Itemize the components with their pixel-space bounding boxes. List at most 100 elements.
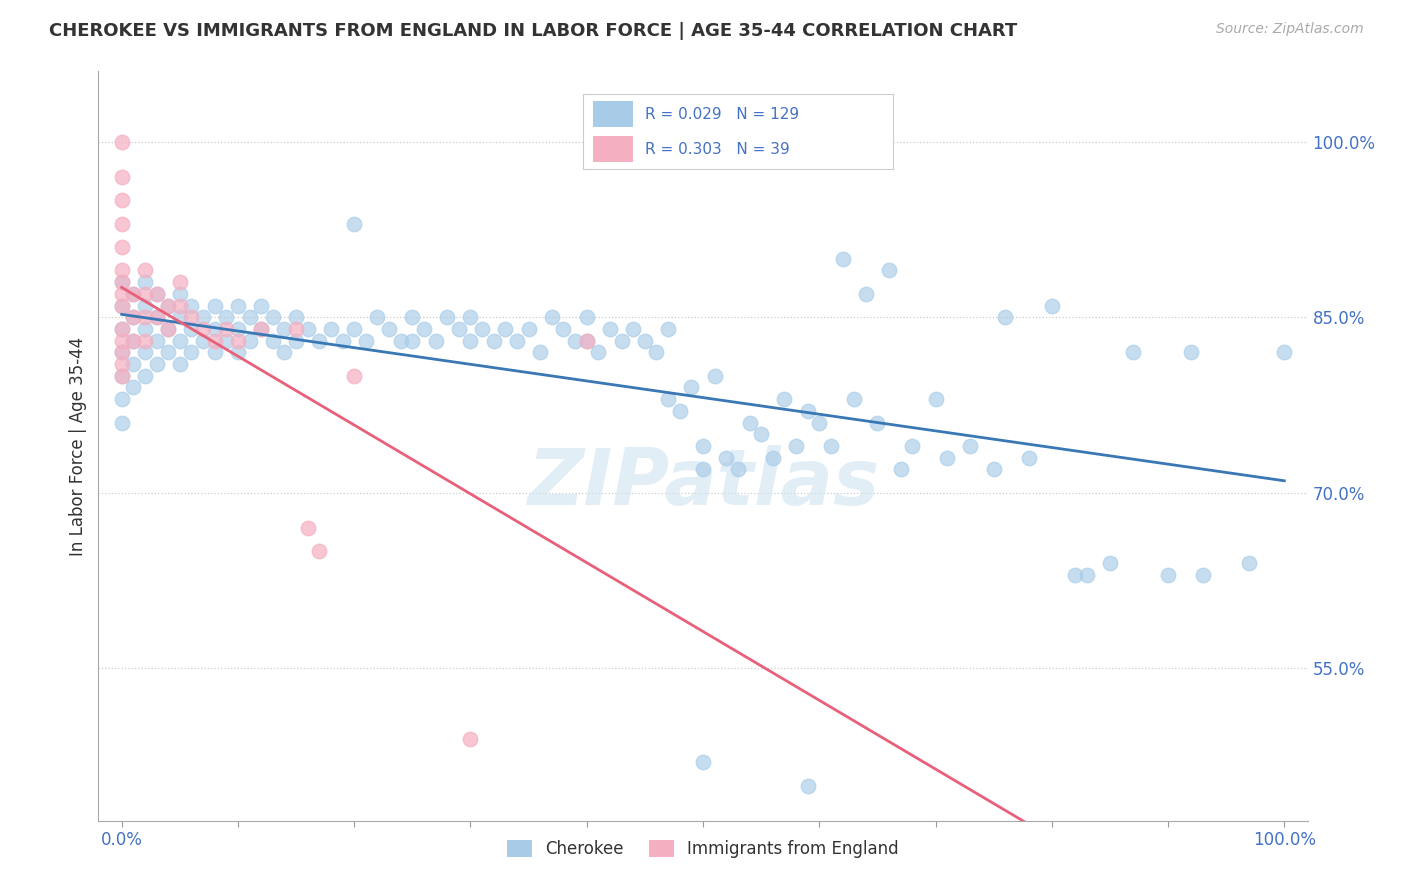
Point (215, 334, 238, 348)
Point (134, 334, 156, 348)
Point (145, 310, 167, 325)
Point (145, 286, 167, 301)
Point (1272, 345, 1295, 359)
Text: Source: ZipAtlas.com: Source: ZipAtlas.com (1216, 22, 1364, 37)
Point (820, 439, 842, 453)
Point (692, 755, 714, 769)
Point (668, 404, 690, 418)
Point (111, 416, 134, 430)
Point (575, 334, 598, 348)
Point (111, 334, 134, 348)
Point (1157, 567, 1180, 582)
Text: R = 0.303   N = 39: R = 0.303 N = 39 (645, 142, 790, 156)
Point (239, 334, 262, 348)
Point (191, 334, 214, 348)
Point (111, 368, 134, 383)
Point (157, 299, 180, 313)
Point (111, 322, 134, 336)
Point (727, 462, 749, 476)
Text: R = 0.029   N = 129: R = 0.029 N = 129 (645, 107, 800, 121)
Point (319, 322, 342, 336)
Point (215, 310, 238, 325)
Point (460, 731, 482, 746)
Point (378, 322, 401, 336)
Point (460, 310, 482, 325)
Point (332, 334, 354, 348)
Point (959, 439, 981, 453)
Point (134, 368, 156, 383)
Point (215, 322, 238, 336)
Point (111, 275, 134, 289)
Point (122, 380, 145, 394)
Point (716, 450, 738, 465)
Point (994, 310, 1017, 325)
Point (145, 310, 167, 325)
Point (773, 392, 796, 407)
Point (1040, 299, 1063, 313)
Point (366, 310, 388, 325)
Point (517, 322, 540, 336)
Point (169, 275, 191, 289)
Point (1180, 345, 1202, 359)
Point (111, 368, 134, 383)
Point (250, 322, 273, 336)
Point (169, 299, 191, 313)
Point (122, 310, 145, 325)
Point (226, 299, 249, 313)
Point (169, 286, 191, 301)
Point (924, 392, 946, 407)
Point (645, 345, 668, 359)
Point (447, 322, 470, 336)
Point (297, 322, 319, 336)
Point (285, 334, 308, 348)
Point (529, 345, 551, 359)
Point (122, 286, 145, 301)
Point (575, 334, 598, 348)
Point (436, 310, 458, 325)
Point (134, 286, 156, 301)
Point (1192, 567, 1215, 582)
Point (134, 275, 156, 289)
Point (575, 310, 598, 325)
Point (1122, 345, 1144, 359)
Point (634, 334, 657, 348)
Point (692, 462, 714, 476)
Point (145, 334, 167, 348)
Point (111, 345, 134, 359)
Point (285, 322, 308, 336)
Point (191, 310, 214, 325)
Point (877, 263, 900, 277)
Point (204, 322, 226, 336)
Point (204, 345, 226, 359)
Point (191, 322, 214, 336)
Point (111, 299, 134, 313)
Point (389, 334, 412, 348)
Point (111, 286, 134, 301)
Point (610, 334, 633, 348)
Point (703, 368, 725, 383)
Point (844, 392, 866, 407)
Point (180, 310, 202, 325)
Point (1064, 567, 1087, 582)
Point (657, 322, 679, 336)
Point (226, 322, 249, 336)
Point (122, 334, 145, 348)
Point (308, 334, 330, 348)
Point (262, 334, 284, 348)
Point (226, 334, 249, 348)
Point (460, 334, 482, 348)
Point (122, 357, 145, 371)
Point (169, 310, 191, 325)
Point (111, 240, 134, 254)
Point (169, 334, 191, 348)
Point (343, 322, 366, 336)
Point (145, 357, 167, 371)
Point (204, 299, 226, 313)
Point (494, 322, 516, 336)
Point (262, 310, 284, 325)
Point (111, 275, 134, 289)
Point (297, 521, 319, 535)
Point (866, 416, 889, 430)
Point (111, 322, 134, 336)
Point (855, 286, 877, 301)
